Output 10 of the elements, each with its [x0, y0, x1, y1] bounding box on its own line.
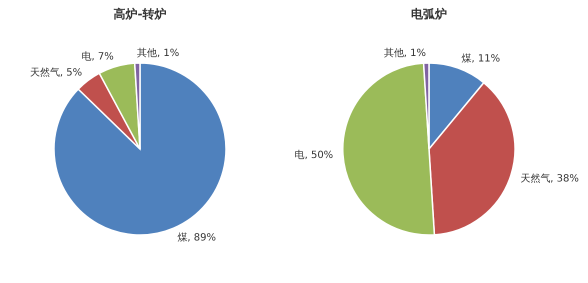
slice-label: 煤, 89% [177, 231, 216, 244]
slice-label: 天然气, 5% [30, 66, 82, 78]
slice-label: 电, 7% [81, 50, 114, 63]
chart-title: 高炉-转炉 [114, 7, 166, 21]
slice-label: 天然气, 38% [520, 172, 579, 185]
slice-label: 电, 50% [294, 149, 334, 162]
slice-label: 其他, 1% [384, 47, 426, 60]
chart-title: 电弧炉 [411, 7, 447, 21]
slice-label: 煤, 11% [462, 52, 500, 65]
slice-label: 其他, 1% [137, 47, 180, 60]
